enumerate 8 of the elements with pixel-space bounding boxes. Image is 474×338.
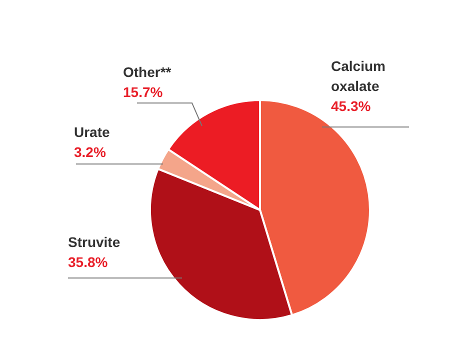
slice-label: Calcium oxalate: [331, 58, 386, 94]
data-label: 35.8%: [68, 254, 108, 270]
data-label: 3.2%: [74, 144, 106, 160]
data-label: 45.3%: [331, 98, 372, 114]
slice-label: Urate: [74, 124, 110, 140]
slice-label: Other**: [123, 64, 172, 80]
slice-label: Struvite: [68, 234, 120, 250]
data-label: 15.7%: [123, 84, 164, 100]
